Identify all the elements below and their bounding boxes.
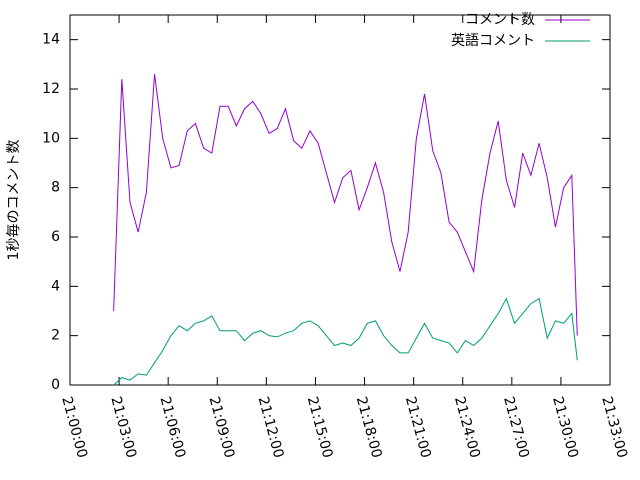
y-tick-label: 12 xyxy=(42,81,60,97)
x-tick-label: 21:30:00 xyxy=(549,395,581,460)
plot-frame xyxy=(69,14,611,386)
y-tick-label: 8 xyxy=(51,180,60,196)
legend-label: コメント数 xyxy=(465,12,535,28)
x-tick-label: 21:00:00 xyxy=(58,395,90,460)
series-line xyxy=(113,297,578,386)
x-tick-label: 21:27:00 xyxy=(500,395,532,460)
x-tick-label: 21:15:00 xyxy=(304,395,336,460)
y-tick-label: 14 xyxy=(42,32,60,48)
y-tick-label: 2 xyxy=(51,328,60,344)
x-tick-label: 21:24:00 xyxy=(451,395,483,460)
x-tick-label: 21:21:00 xyxy=(402,395,434,460)
x-tick-label: 21:18:00 xyxy=(353,395,385,460)
x-tick-label: 21:33:00 xyxy=(598,395,630,460)
x-tick-label: 21:12:00 xyxy=(255,395,287,460)
x-tick-label: 21:09:00 xyxy=(206,395,238,460)
y-axis-label: 1秒毎のコメント数 xyxy=(6,140,22,261)
y-tick-label: 10 xyxy=(42,130,60,146)
series-line xyxy=(113,74,578,336)
y-tick-label: 6 xyxy=(51,229,60,245)
y-tick-label: 4 xyxy=(51,278,60,294)
x-tick-label: 21:06:00 xyxy=(156,395,188,460)
x-tick-label: 21:03:00 xyxy=(107,395,139,460)
y-tick-label: 0 xyxy=(51,377,60,393)
legend-label: 英語コメント xyxy=(451,32,535,49)
